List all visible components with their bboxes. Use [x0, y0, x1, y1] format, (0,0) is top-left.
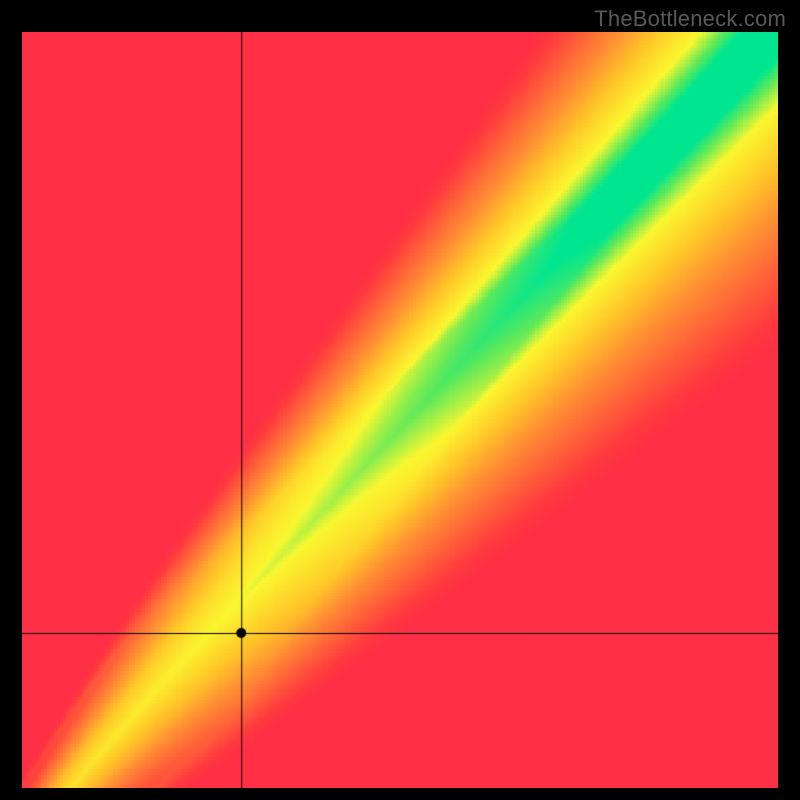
heatmap-plot [22, 32, 778, 788]
watermark-text: TheBottleneck.com [594, 6, 786, 32]
heatmap-canvas [22, 32, 778, 788]
chart-container: TheBottleneck.com [0, 0, 800, 800]
